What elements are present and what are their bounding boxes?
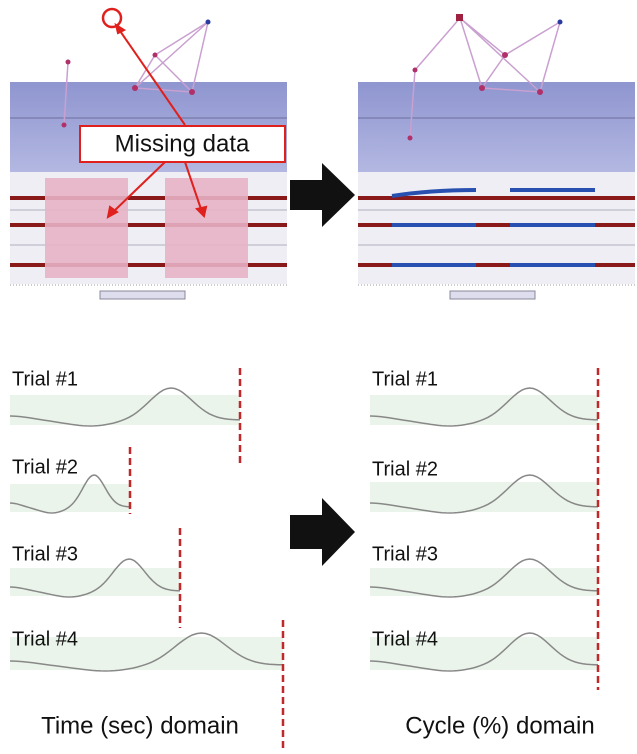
right-screenshot xyxy=(358,10,635,300)
figure: Missing data Trial #1 Trial #2 Trial #3 Tri… xyxy=(0,0,637,754)
trial-label: Trial #4 xyxy=(372,628,438,650)
trial-label: Trial #2 xyxy=(372,458,438,480)
trial-label: Trial #1 xyxy=(12,368,78,390)
right-caption: Cycle (%) domain xyxy=(405,712,594,739)
trial-label: Trial #1 xyxy=(372,368,438,390)
trial-label: Trial #3 xyxy=(12,543,78,565)
left-caption: Time (sec) domain xyxy=(41,712,239,739)
trial-label: Trial #4 xyxy=(12,628,78,650)
trial-label: Trial #2 xyxy=(12,456,78,478)
callout-text: Missing data xyxy=(115,130,250,157)
arrow xyxy=(290,498,355,566)
arrow xyxy=(290,163,355,227)
trial-label: Trial #3 xyxy=(372,543,438,565)
